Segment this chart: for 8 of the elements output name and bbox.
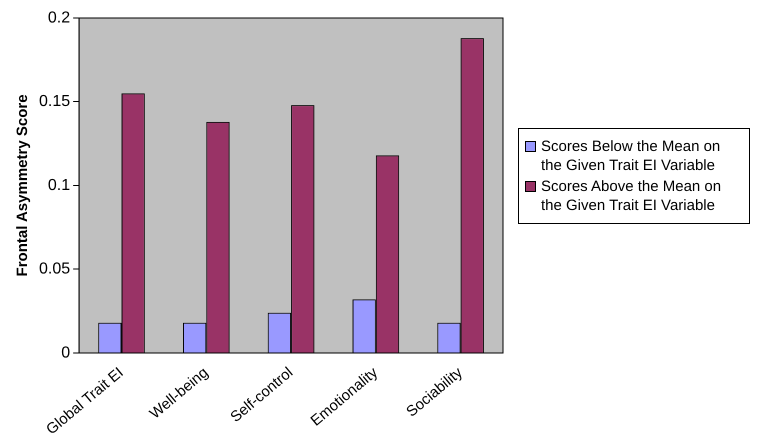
legend-label: Scores Below the Mean on the Given Trait EI Variable: [541, 137, 722, 175]
y-axis-title: Frontal Asymmetry Score: [14, 94, 32, 276]
y-tick-label: 0.05: [39, 260, 70, 278]
y-tick-label: 0.1: [48, 176, 70, 194]
y-tick-label: 0.2: [48, 9, 70, 26]
y-tick-label: 0.15: [39, 93, 70, 110]
legend-label: Scores Above the Mean on the Given Trait EI Variable: [541, 177, 722, 215]
y-tick-label: 0: [61, 344, 70, 362]
